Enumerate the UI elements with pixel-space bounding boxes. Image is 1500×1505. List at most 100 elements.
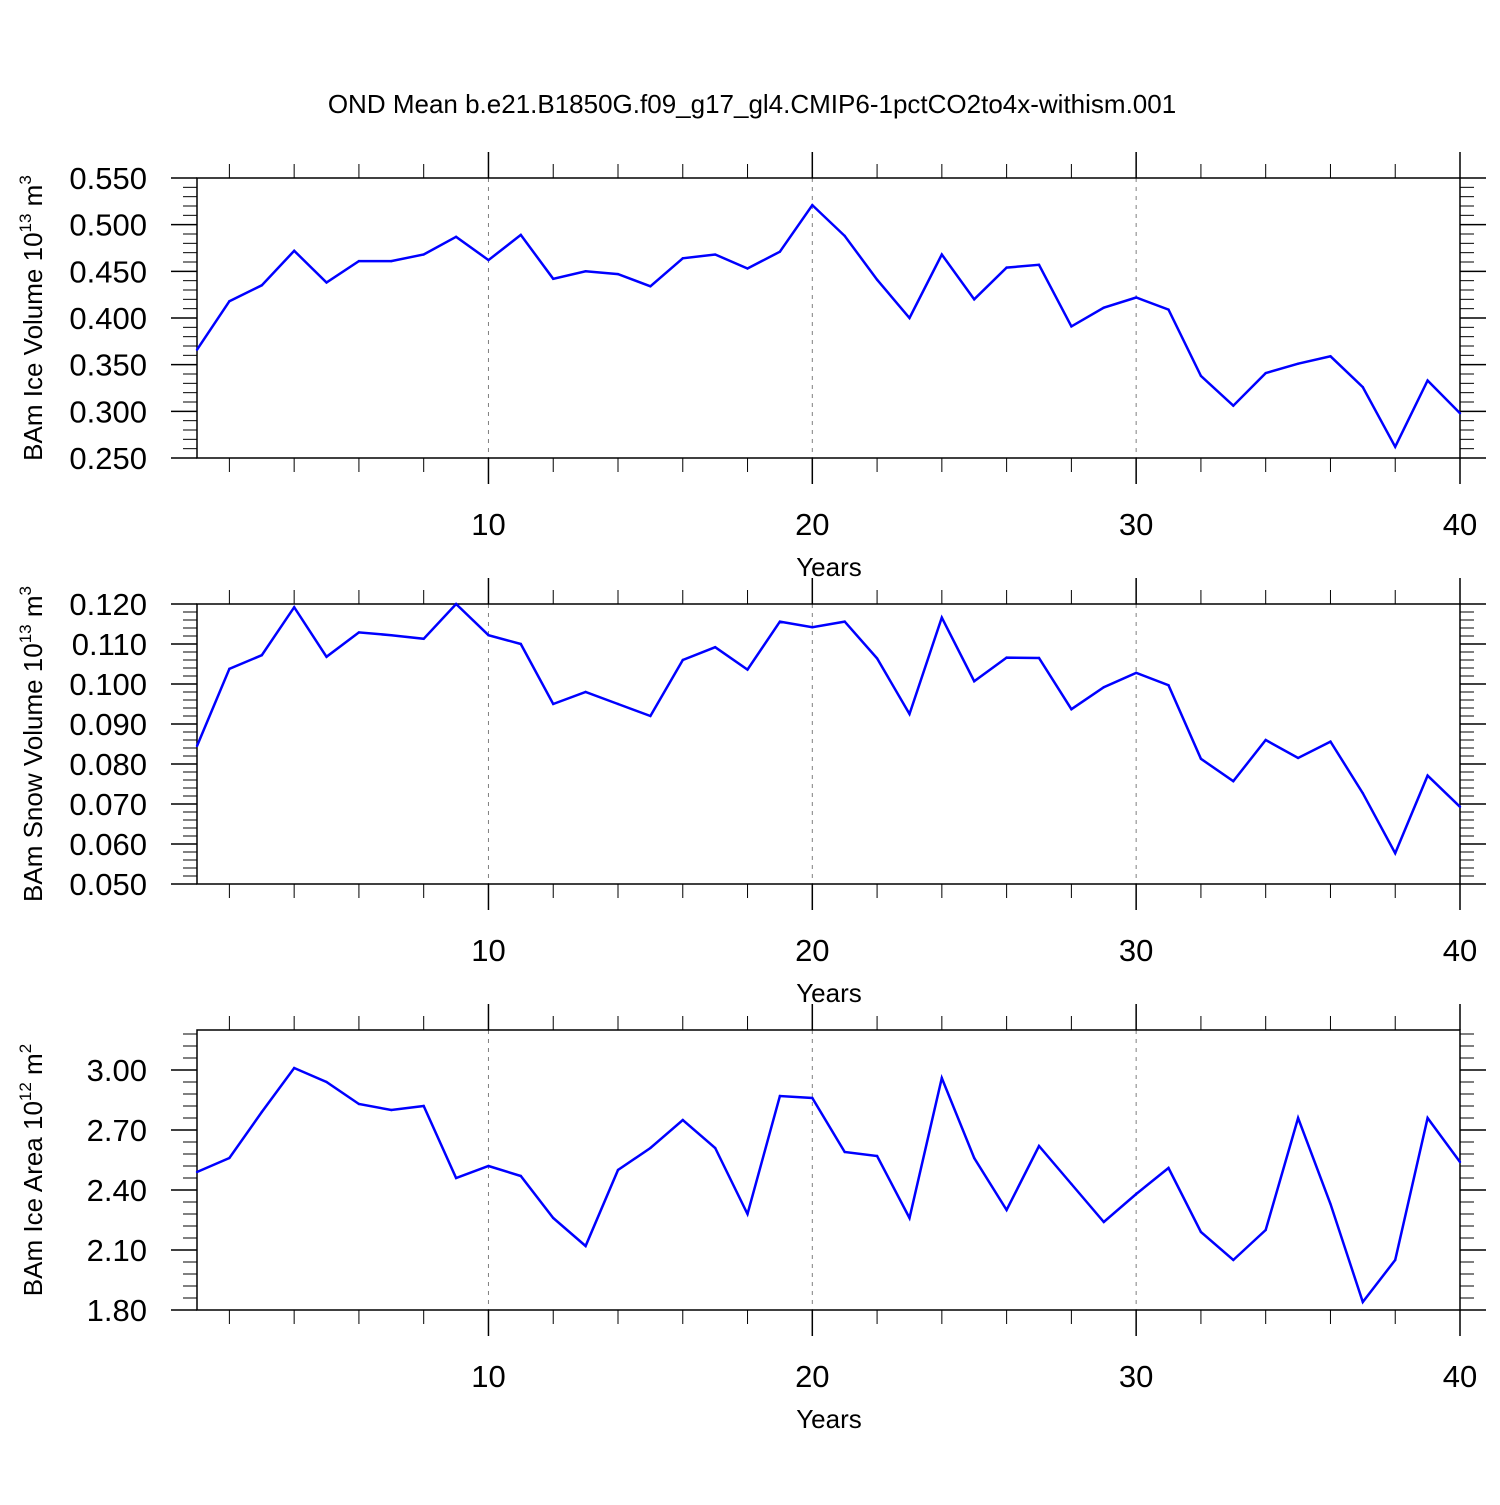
x-tick-label: 10 <box>471 507 505 542</box>
data-point <box>1232 404 1235 407</box>
data-point <box>519 642 523 646</box>
data-point <box>260 1110 263 1114</box>
data-point <box>1102 306 1105 309</box>
data-point <box>390 1108 393 1112</box>
data-point <box>681 1118 684 1122</box>
data-point <box>746 1212 749 1216</box>
figure-title: OND Mean b.e21.B1850G.f09_g17_gl4.CMIP6-… <box>328 89 1176 119</box>
data-point <box>519 233 523 237</box>
x-tick-label: 40 <box>1443 1359 1477 1394</box>
data-point <box>616 702 620 706</box>
y-tick-label: 0.060 <box>69 827 147 862</box>
data-point <box>1102 1220 1105 1224</box>
data-point <box>746 267 749 270</box>
data-point <box>1070 325 1073 328</box>
series-line <box>195 602 1461 857</box>
data-point <box>1426 379 1429 382</box>
data-point <box>422 637 425 640</box>
x-tick-label: 40 <box>1443 933 1477 968</box>
data-point <box>1296 756 1300 760</box>
y-tick-label: 0.100 <box>69 667 147 702</box>
data-point <box>1005 656 1008 659</box>
data-point <box>713 1146 717 1150</box>
data-point <box>260 284 263 287</box>
data-point <box>260 654 263 657</box>
data-point <box>1232 1258 1235 1262</box>
panel-3: 1.80 2.10 2.40 2.70 3.00 10 20 30 40 Years BAm Ice… <box>16 1004 1486 1434</box>
data-point <box>292 606 296 609</box>
x-tick-label: 30 <box>1119 933 1153 968</box>
data-point <box>746 668 749 671</box>
series-line <box>196 1066 1462 1305</box>
data-point <box>811 1096 814 1100</box>
data-point <box>1296 362 1300 365</box>
data-point <box>713 646 717 649</box>
x-tick-label: 10 <box>471 933 505 968</box>
data-point <box>1005 266 1008 269</box>
data-point <box>552 1216 555 1220</box>
data-point <box>843 1150 846 1154</box>
x-tick-label: 30 <box>1119 507 1153 542</box>
data-point <box>908 1216 911 1220</box>
y-axis-title-unit: m <box>18 1053 48 1082</box>
data-point <box>1070 1182 1073 1186</box>
data-point <box>713 253 717 256</box>
y-axis-title: BAm Ice Area 1012 m2 <box>16 1044 48 1296</box>
data-point <box>422 1104 425 1108</box>
data-point <box>649 714 652 718</box>
data-point <box>875 1154 879 1158</box>
data-point <box>584 270 587 273</box>
data-point <box>778 250 782 253</box>
data-point <box>1329 740 1332 743</box>
panel-2: 0.050 0.060 0.070 0.080 0.090 0.100 0.110 0.120… <box>16 578 1486 1008</box>
y-tick-label: 0.350 <box>69 348 147 383</box>
data-point <box>487 634 490 637</box>
data-point <box>357 631 361 634</box>
data-point <box>487 1164 490 1168</box>
data-point <box>325 281 328 284</box>
data-point <box>1264 738 1267 742</box>
data-point <box>1394 1258 1397 1262</box>
data-point <box>1329 355 1332 358</box>
y-axis-title-unit-exponent: 3 <box>16 586 35 595</box>
x-tick-label: 10 <box>471 1359 505 1394</box>
data-point <box>1426 1116 1429 1120</box>
data-point <box>681 257 684 260</box>
data-point <box>1426 774 1429 777</box>
data-point <box>1070 708 1073 711</box>
data-point <box>228 1156 231 1160</box>
data-point <box>1167 308 1170 311</box>
data-point <box>1361 385 1365 389</box>
x-axis-title: Years <box>796 978 862 1008</box>
data-point <box>1199 757 1203 760</box>
data-point <box>584 1244 587 1248</box>
data-point <box>325 655 328 658</box>
data-point <box>292 249 296 252</box>
data-point <box>973 680 976 683</box>
y-tick-label: 0.550 <box>69 161 147 196</box>
data-point <box>616 272 620 276</box>
data-point <box>584 690 587 694</box>
y-axis-title-unit-exponent: 3 <box>16 175 35 184</box>
data-point <box>908 712 911 716</box>
y-axis-title-unit: m <box>18 185 48 214</box>
x-tick-label: 20 <box>795 933 829 968</box>
y-axis-title-main: BAm Ice Volume 10 <box>18 232 48 460</box>
data-point <box>778 1094 782 1098</box>
data-point <box>940 253 944 256</box>
data-point <box>228 667 231 670</box>
y-tick-label: 2.40 <box>87 1173 147 1208</box>
data-point <box>454 602 458 606</box>
y-tick-label: 0.450 <box>69 254 147 289</box>
data-point <box>1394 852 1397 855</box>
y-tick-label: 2.10 <box>87 1233 147 1268</box>
data-point <box>454 1176 458 1180</box>
y-axis-title-main: BAm Ice Area 10 <box>18 1101 48 1296</box>
data-point <box>1394 445 1397 448</box>
data-point <box>1296 1116 1300 1120</box>
data-point <box>973 1156 976 1160</box>
data-point <box>1037 656 1041 660</box>
data-point <box>843 234 846 238</box>
data-point <box>811 203 814 207</box>
data-point <box>487 258 490 262</box>
